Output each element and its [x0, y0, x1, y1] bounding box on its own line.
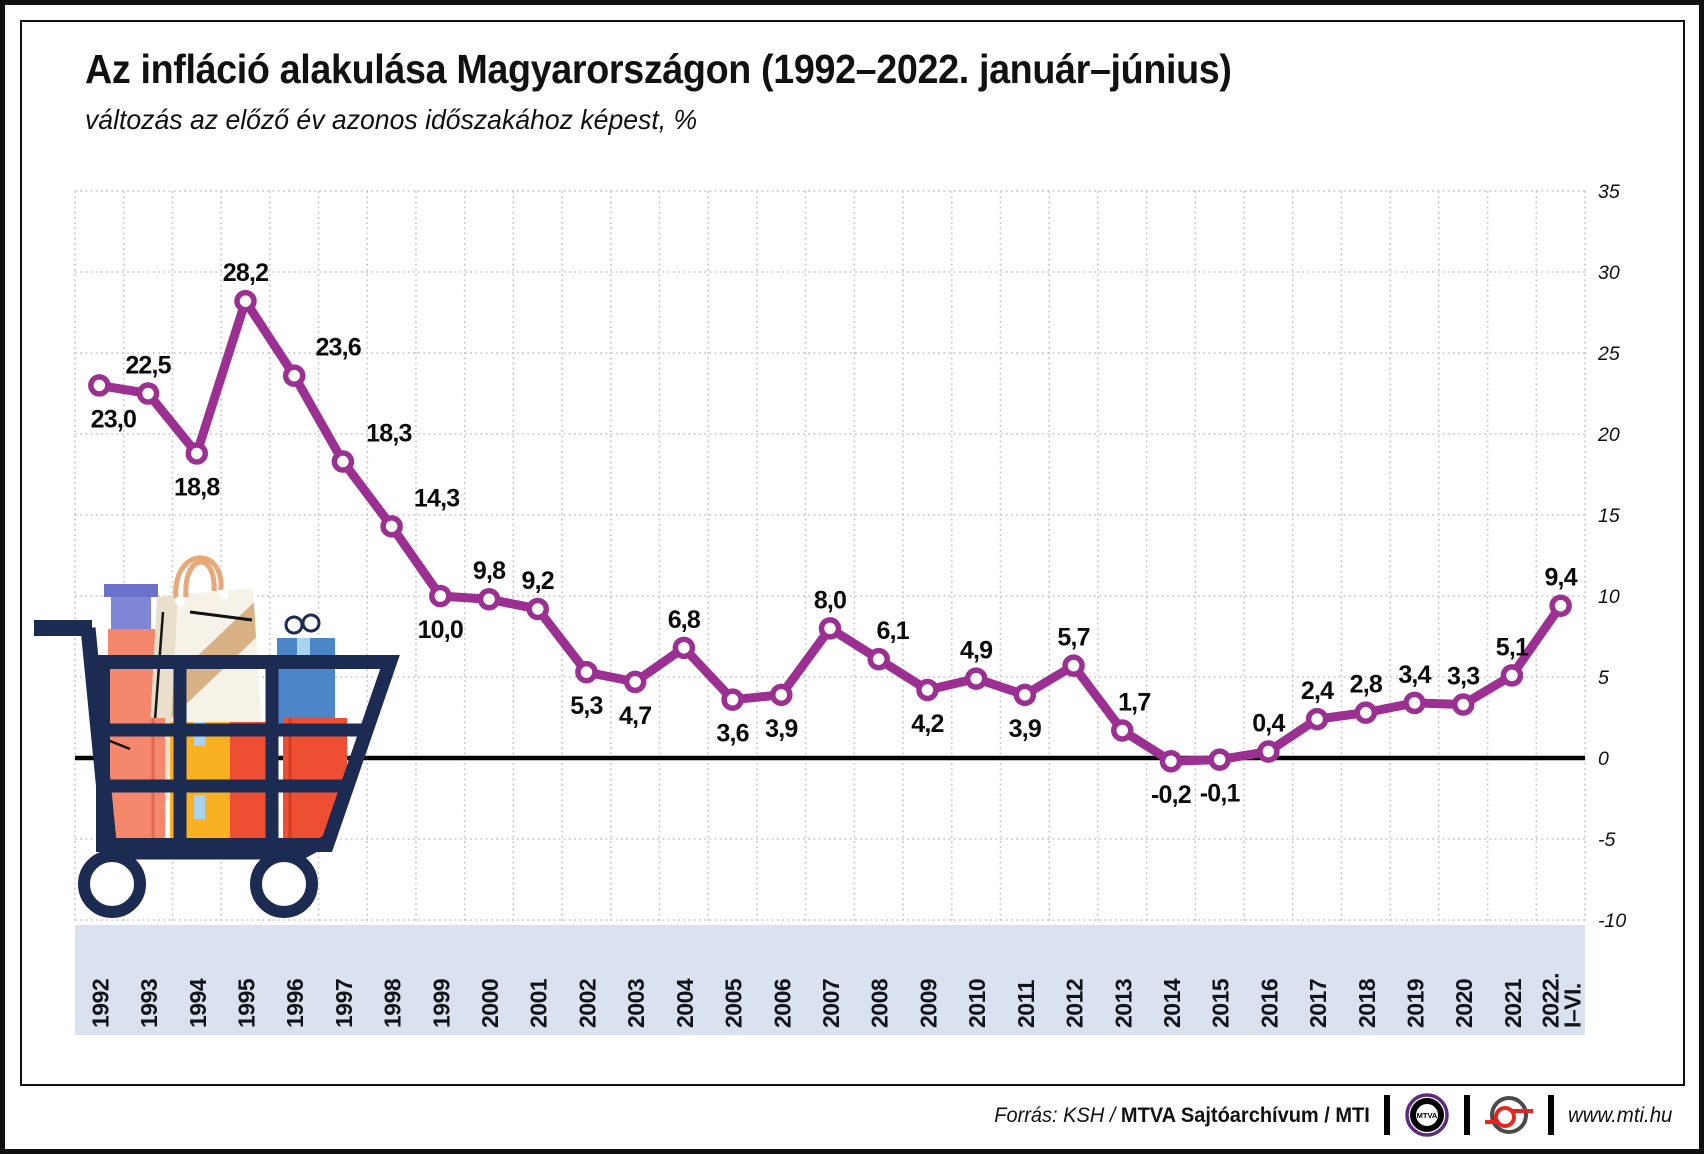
svg-text:10,0: 10,0 — [418, 616, 463, 644]
svg-text:2001: 2001 — [526, 978, 552, 1028]
svg-text:5,7: 5,7 — [1057, 624, 1089, 652]
svg-text:3,3: 3,3 — [1447, 663, 1479, 691]
svg-text:3,9: 3,9 — [765, 715, 797, 743]
separator-bar — [1464, 1095, 1471, 1135]
svg-text:1993: 1993 — [136, 979, 162, 1028]
svg-text:2019: 2019 — [1403, 979, 1429, 1028]
svg-text:4,7: 4,7 — [619, 702, 651, 730]
svg-text:3,6: 3,6 — [716, 720, 748, 748]
separator-bar — [1548, 1095, 1555, 1135]
svg-text:2020: 2020 — [1451, 979, 1477, 1028]
mtva-logo: MTVA — [1405, 1093, 1449, 1137]
svg-text:1992: 1992 — [87, 979, 113, 1028]
svg-text:28,2: 28,2 — [223, 259, 268, 287]
source-credit: Forrás: KSH / MTVA Sajtóarchívum / MTI — [995, 1103, 1371, 1128]
svg-text:-0,1: -0,1 — [1200, 780, 1241, 808]
svg-text:2022.I–VI.: 2022.I–VI. — [1538, 973, 1586, 1028]
cart-frame — [34, 620, 400, 918]
svg-text:1997: 1997 — [331, 979, 357, 1028]
source-agencies: MTVA Sajtóarchívum / MTI — [1121, 1102, 1371, 1127]
svg-text:1998: 1998 — [380, 978, 406, 1028]
svg-text:18,3: 18,3 — [366, 420, 411, 448]
mtva-logo-text: MTVA — [1417, 1111, 1438, 1120]
svg-text:3,9: 3,9 — [1009, 715, 1041, 743]
page-subtitle: változás az előző év azonos időszakához … — [85, 104, 698, 135]
svg-text:2008: 2008 — [867, 978, 893, 1028]
svg-text:5: 5 — [1598, 667, 1609, 689]
svg-text:2007: 2007 — [818, 979, 844, 1028]
svg-text:2,4: 2,4 — [1301, 677, 1334, 705]
svg-text:6,1: 6,1 — [877, 617, 910, 645]
svg-text:2017: 2017 — [1305, 979, 1331, 1028]
footer: Forrás: KSH / MTVA Sajtóarchívum / MTI M… — [0, 1088, 1678, 1142]
svg-text:22,5: 22,5 — [125, 352, 171, 380]
svg-text:1996: 1996 — [282, 979, 308, 1028]
svg-text:4,9: 4,9 — [960, 637, 992, 665]
svg-text:20: 20 — [1597, 424, 1620, 446]
svg-text:35: 35 — [1598, 181, 1620, 203]
svg-text:2005: 2005 — [721, 978, 747, 1028]
svg-text:3,4: 3,4 — [1398, 661, 1431, 689]
svg-text:1995: 1995 — [233, 978, 259, 1028]
svg-text:2004: 2004 — [672, 978, 698, 1028]
svg-text:2,8: 2,8 — [1350, 671, 1383, 699]
svg-text:2015: 2015 — [1208, 978, 1234, 1028]
svg-text:5,1: 5,1 — [1496, 633, 1529, 661]
svg-text:1999: 1999 — [428, 979, 454, 1028]
svg-text:-10: -10 — [1598, 910, 1626, 932]
svg-text:10: 10 — [1598, 586, 1620, 608]
svg-text:2014: 2014 — [1159, 978, 1185, 1028]
svg-text:25: 25 — [1597, 343, 1620, 365]
svg-text:9,8: 9,8 — [473, 557, 506, 585]
svg-text:8,0: 8,0 — [814, 586, 846, 614]
source-prefix: Forrás: KSH / — [994, 1102, 1122, 1127]
svg-text:30: 30 — [1598, 262, 1620, 284]
svg-text:2011: 2011 — [1013, 979, 1039, 1028]
svg-text:15: 15 — [1598, 505, 1620, 527]
svg-text:2012: 2012 — [1062, 979, 1088, 1028]
svg-text:2016: 2016 — [1256, 979, 1282, 1028]
svg-text:2013: 2013 — [1110, 979, 1136, 1028]
svg-text:-0,2: -0,2 — [1151, 781, 1191, 809]
svg-text:14,3: 14,3 — [414, 484, 459, 512]
svg-text:9,4: 9,4 — [1544, 564, 1577, 592]
page-title: Az infláció alakulása Magyarországon (19… — [85, 46, 1232, 92]
svg-text:2006: 2006 — [769, 979, 795, 1028]
svg-text:0,4: 0,4 — [1252, 710, 1285, 738]
svg-text:18,8: 18,8 — [174, 473, 220, 501]
svg-text:4,2: 4,2 — [911, 710, 943, 738]
svg-text:2021: 2021 — [1500, 978, 1526, 1028]
svg-text:5,3: 5,3 — [570, 692, 602, 720]
website-url: www.mti.hu — [1568, 1102, 1673, 1127]
svg-text:23,6: 23,6 — [315, 334, 360, 362]
svg-text:-5: -5 — [1598, 829, 1615, 851]
svg-text:2003: 2003 — [623, 979, 649, 1028]
svg-text:6,8: 6,8 — [668, 606, 701, 634]
svg-text:2000: 2000 — [477, 979, 503, 1028]
svg-text:2010: 2010 — [964, 979, 990, 1028]
mti-logo — [1485, 1096, 1534, 1134]
svg-text:2002: 2002 — [574, 979, 600, 1028]
separator-bar — [1384, 1095, 1391, 1135]
svg-text:0: 0 — [1598, 748, 1609, 770]
svg-text:1994: 1994 — [185, 978, 211, 1028]
svg-text:9,2: 9,2 — [522, 567, 554, 595]
svg-text:2009: 2009 — [915, 979, 941, 1028]
svg-text:1,7: 1,7 — [1118, 688, 1150, 716]
svg-text:2018: 2018 — [1354, 978, 1380, 1028]
svg-text:23,0: 23,0 — [91, 405, 136, 433]
